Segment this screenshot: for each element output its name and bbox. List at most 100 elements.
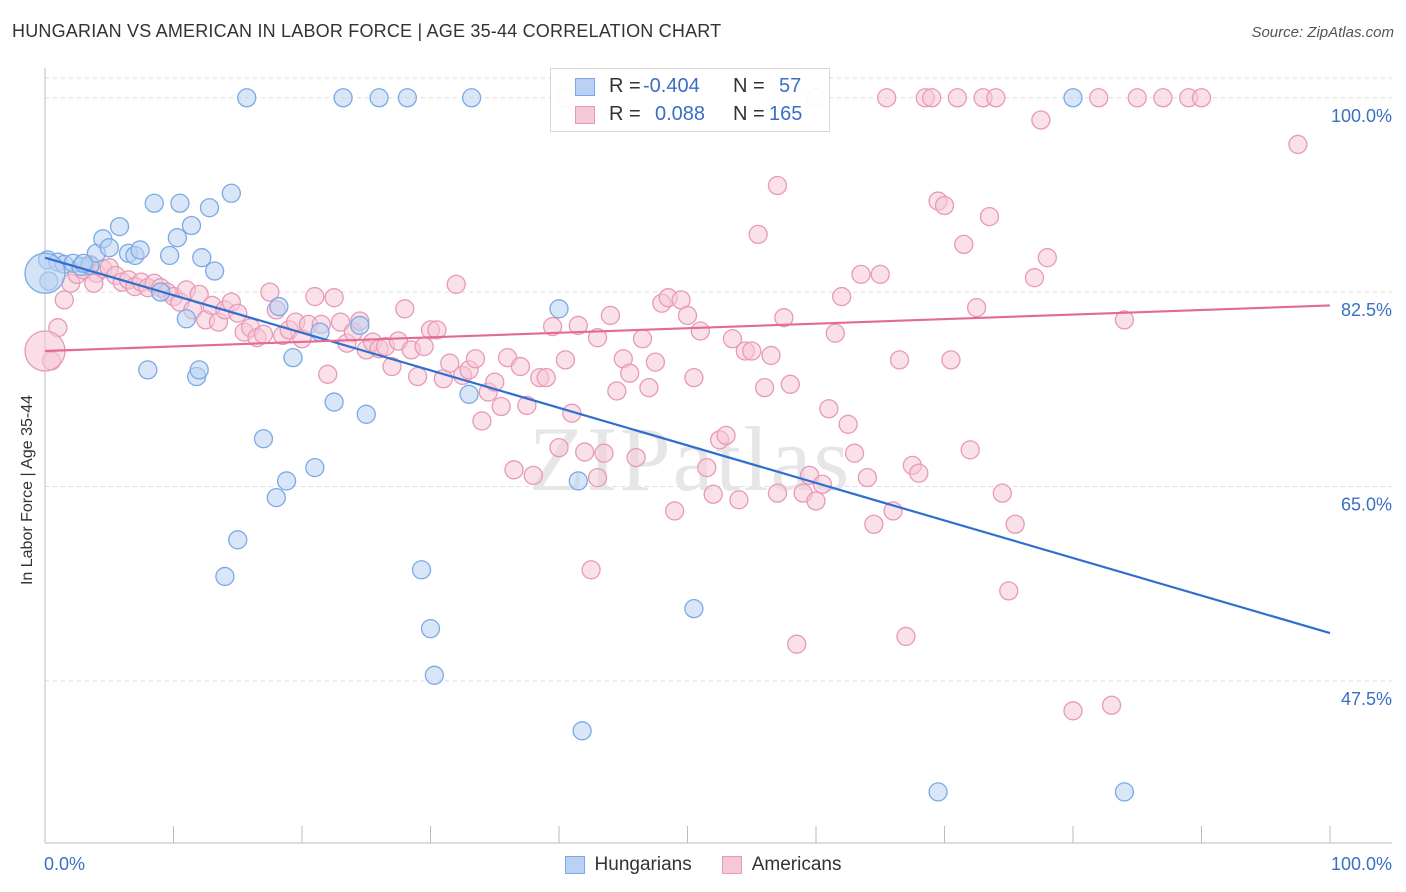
americans-point [84,273,104,293]
americans-point [536,367,556,388]
legend-item-hungarians[interactable]: Hungarians [564,852,692,878]
hungarians-point [204,261,225,281]
y-tick-label: 82.5% [1341,300,1392,320]
hungarians-point [215,566,235,587]
americans-point [922,88,942,108]
n-label: N = [733,75,765,97]
hungarians-point [266,487,286,508]
americans-point [485,372,505,392]
americans-point [324,288,344,308]
americans-point [864,514,884,534]
americans-legend-swatch [721,856,742,874]
hungarians-large-point [24,252,66,294]
americans-point [844,443,865,463]
hungarians-point [144,193,164,213]
hungarians-point [459,384,479,404]
americans-point [504,460,524,480]
americans-point [330,312,351,332]
americans-point [446,274,466,295]
americans-trend-line [44,304,1331,353]
americans-point [542,316,563,337]
stats-row-hungarians: R = -0.404 N = 57 [551,72,829,102]
americans-point [1288,134,1308,155]
americans-point [838,414,858,434]
y-axis-label: In Labor Force | Age 35-44 [19,394,36,586]
americans-point [440,353,460,373]
americans-point [780,374,800,394]
legend-label-americans: Americans [751,854,842,875]
americans-point [754,377,775,398]
americans-point [979,206,1000,227]
americans-point [787,634,807,654]
americans-point [587,328,608,348]
legend-item-americans[interactable]: Americans [721,852,842,878]
americans-point [626,447,646,468]
tick-labels: 100.0% 82.5% 65.0% 47.5% 0.0% 100.0% [44,106,1392,874]
americans-point [889,350,910,370]
americans-point [427,320,447,340]
axes [44,68,1392,844]
hungarians-point [369,88,389,108]
hungarians-point [167,228,188,248]
hungarians-point [176,309,197,329]
source-label: Source: ZipAtlas.com [1251,24,1394,41]
americans-point [575,442,595,462]
r-value: -0.404 [643,75,700,97]
hungarians-point [253,429,274,449]
americans-point [639,377,659,398]
americans-point [620,363,640,383]
americans-point [395,299,415,319]
americans-point [465,349,486,369]
hungarians-point [333,88,353,108]
hungarians-point [192,248,212,268]
americans-point [761,345,781,366]
hungarians-point [568,471,588,491]
trend-lines [44,256,1331,635]
hungarians-point [99,238,119,258]
americans-point [851,264,871,285]
americans-point [1031,110,1051,130]
americans-point [1114,310,1135,330]
americans-point [260,282,280,302]
americans-point [594,443,614,463]
hungarians-point [420,618,441,639]
americans-point [1024,268,1045,288]
americans-point [999,581,1019,601]
americans-point [568,315,588,336]
americans-point [825,323,845,343]
americans-point [742,341,762,361]
gridlines [45,77,1392,682]
y-tick-label: 47.5% [1341,689,1392,709]
hungarians-point [424,665,445,685]
americans-point [1101,695,1122,715]
hungarians-point [189,360,209,380]
americans-point [549,437,569,458]
y-axis-label-container: In Labor Force | Age 35-44 [6,300,50,680]
hungarians-point [356,404,376,424]
americans-point [491,396,511,417]
americans-point [1063,701,1083,721]
hungarians-point [199,198,220,218]
americans-point [555,350,576,370]
americans-point [690,321,710,341]
hungarians-point [461,88,482,108]
hungarians-point [1114,782,1135,802]
r-label: R = [609,75,641,97]
americans-point [729,490,749,510]
hungarians-point [397,88,418,108]
hungarians-point [1063,88,1083,108]
americans-point [857,467,878,488]
americans-point [1191,88,1212,108]
n-value: 165 [769,103,803,125]
r-value: 0.088 [655,103,706,125]
americans-point [407,366,428,387]
americans-point [992,483,1012,503]
americans-point [472,411,492,431]
hungarians-point [684,599,704,619]
americans-point [414,336,434,357]
hungarians-point [572,721,592,741]
n-label: N = [733,103,765,125]
hungarians-point [130,240,150,260]
hungarians-point [228,530,248,550]
